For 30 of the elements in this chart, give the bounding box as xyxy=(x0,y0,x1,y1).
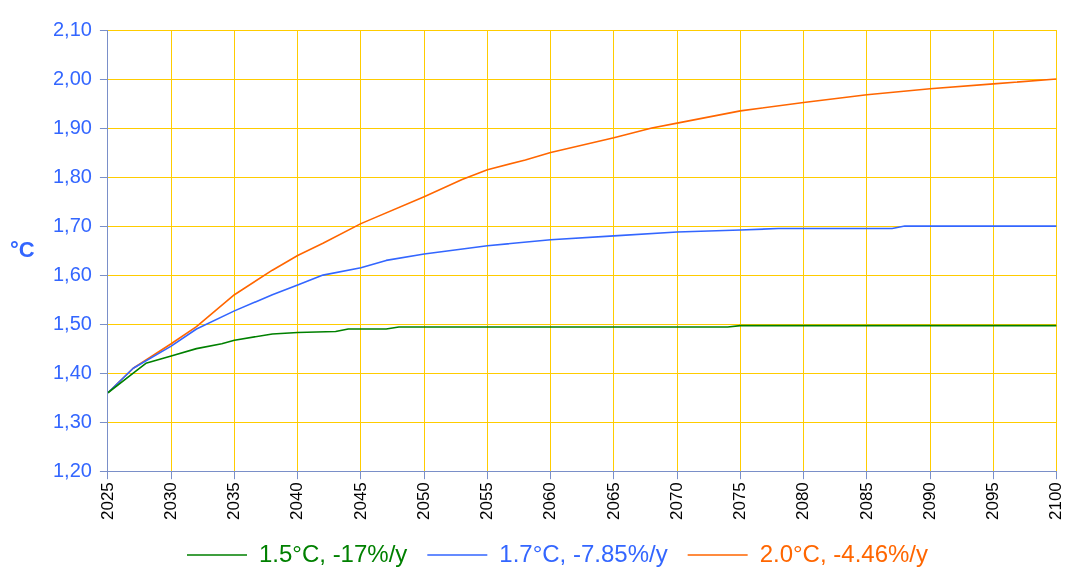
x-tick-label: 2025 xyxy=(97,482,117,521)
y-tick-label: 1,50 xyxy=(52,311,92,334)
x-tick-label: 2030 xyxy=(160,482,180,521)
x-tick-label: 2090 xyxy=(919,482,939,521)
x-tick-label: 2075 xyxy=(730,482,750,521)
legend-label: 2.0°C, -4.46%/y xyxy=(759,539,929,567)
y-tick-label: 1,60 xyxy=(52,262,92,285)
y-tick-label: 1,20 xyxy=(52,458,92,481)
y-tick-label: 1,90 xyxy=(52,115,92,138)
y-axis-title: °C xyxy=(10,236,35,262)
x-tick-label: 2055 xyxy=(477,482,497,521)
x-tick-label: 2070 xyxy=(666,482,686,521)
x-tick-label: 2040 xyxy=(287,482,307,521)
y-tick-label: 1,80 xyxy=(52,164,92,187)
x-tick-label: 2065 xyxy=(603,482,623,521)
x-tick-label: 2035 xyxy=(224,482,244,521)
y-tick-label: 2,10 xyxy=(52,17,92,40)
x-tick-label: 2100 xyxy=(1046,482,1066,521)
y-tick-label: 1,30 xyxy=(52,409,92,432)
legend-label: 1.7°C, -7.85%/y xyxy=(499,539,668,567)
x-tick-label: 2060 xyxy=(540,482,560,521)
y-tick-label: 1,70 xyxy=(52,213,92,236)
y-tick-label: 1,40 xyxy=(52,360,92,383)
y-tick-label: 2,00 xyxy=(52,66,92,89)
x-tick-label: 2050 xyxy=(413,482,433,521)
x-tick-label: 2080 xyxy=(793,482,813,521)
x-tick-label: 2095 xyxy=(983,482,1003,521)
x-tick-label: 2085 xyxy=(856,482,876,521)
legend-label: 1.5°C, -17%/y xyxy=(259,539,408,567)
x-tick-label: 2045 xyxy=(350,482,370,521)
